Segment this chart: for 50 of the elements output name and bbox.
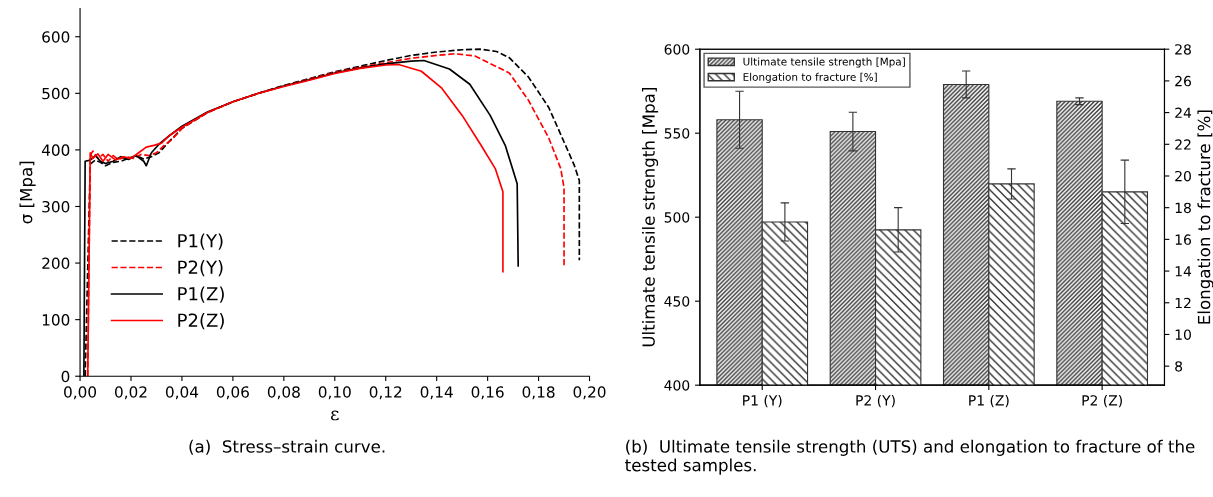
y2-tick-label: 18 xyxy=(1175,202,1191,214)
y2-tick-label: 28 xyxy=(1175,44,1191,55)
x-tick-label: 0,06 xyxy=(216,386,249,400)
legend-label: P1(Z) xyxy=(178,286,224,303)
legend-label: P2(Z) xyxy=(178,313,224,330)
y-tick-label: 200 xyxy=(42,257,70,270)
y2-tick-label: 10 xyxy=(1175,329,1191,340)
legend-label: Ultimate tensile strength [Mpa] xyxy=(743,57,905,68)
y-tick-label: 300 xyxy=(42,200,70,213)
x-tick-label: P1 (Y) xyxy=(743,394,782,408)
y2-tick-label: 12 xyxy=(1175,297,1191,309)
y-tick-label: 600 xyxy=(664,44,690,55)
y-tick-label: 400 xyxy=(41,144,70,156)
y2-tick-label: 20 xyxy=(1175,170,1191,182)
x-tick-label: 0,16 xyxy=(471,386,504,400)
x-tick-label: P2 (Y) xyxy=(856,394,895,408)
y-tick-label: 100 xyxy=(42,314,70,326)
y-tick-label: 500 xyxy=(664,212,690,223)
x-tick-label: 0,08 xyxy=(267,386,300,400)
x-tick-label: 0,10 xyxy=(318,386,351,400)
legend-label: P2(Y) xyxy=(178,260,223,277)
y-axis-title: Ultimate tensile strength [Mpa] xyxy=(641,88,659,347)
x-tick-label: 0,00 xyxy=(64,386,97,400)
x-tick-label: 0,02 xyxy=(115,386,147,400)
y-tick-label: 550 xyxy=(664,128,690,139)
x-axis-title: ε xyxy=(331,410,339,421)
y2-tick-label: 8 xyxy=(1175,361,1183,372)
y2-axis-title: Elongation to fracture [%] xyxy=(1197,110,1213,324)
x-tick-label: P1 (Z) xyxy=(969,394,1009,408)
y-tick-label: 400 xyxy=(664,380,690,391)
y2-tick-label: 14 xyxy=(1175,266,1192,277)
x-tick-label: 0,14 xyxy=(420,386,453,400)
y2-tick-label: 22 xyxy=(1175,139,1191,150)
y-tick-label: 0 xyxy=(61,370,70,383)
y-tick-label: 600 xyxy=(42,31,70,43)
x-tick-label: P2 (Z) xyxy=(1082,394,1122,408)
y-tick-label: 500 xyxy=(42,87,70,100)
y2-tick-label: 26 xyxy=(1175,75,1191,87)
legend-label: Elongation to fracture [%] xyxy=(743,72,877,83)
x-tick-label: 0,18 xyxy=(522,386,555,400)
legend-label: P1(Y) xyxy=(178,233,223,250)
y2-tick-label: 16 xyxy=(1175,234,1191,245)
y-tick-label: 450 xyxy=(664,296,690,307)
x-tick-label: 0,04 xyxy=(165,386,199,400)
text: (b) Ultimate tensile strength (UTS) and elongation to fracture of the tested samples. xyxy=(625,439,1195,475)
text: (a) Stress–strain curve. xyxy=(189,439,385,455)
y2-tick-label: 24 xyxy=(1175,107,1192,118)
x-tick-label: 0,20 xyxy=(573,386,606,400)
y-axis-title: σ [Mpa] xyxy=(19,161,36,224)
x-tick-label: 0,12 xyxy=(369,386,402,400)
